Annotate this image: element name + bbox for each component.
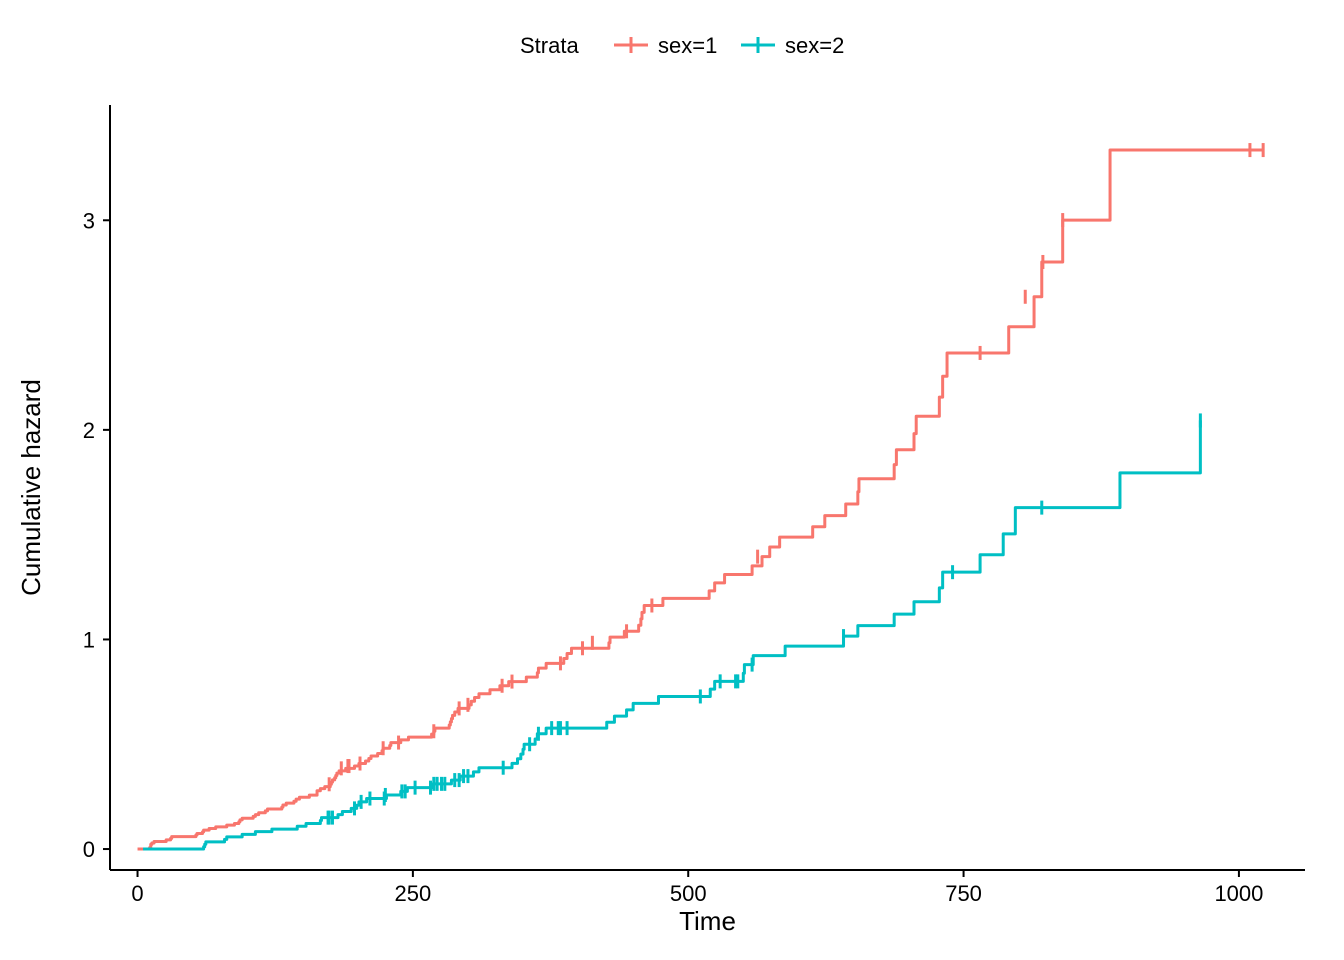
- y-tick-label: 3: [83, 208, 95, 233]
- cumulative-hazard-chart: 0 250 500 750 1000 0 1 2 3 Time Cumulative hazard S…: [0, 0, 1344, 960]
- x-axis-title: Time: [679, 906, 736, 936]
- y-tick-label: 1: [83, 627, 95, 652]
- chart-container: 0 250 500 750 1000 0 1 2 3 Time Cumulative hazard S…: [0, 0, 1344, 960]
- x-tick-label: 0: [131, 881, 143, 906]
- x-tick-label: 1000: [1214, 881, 1263, 906]
- legend-item-label: sex=2: [785, 33, 844, 58]
- legend-item-label: sex=1: [658, 33, 717, 58]
- y-tick-label: 2: [83, 418, 95, 443]
- legend-title: Strata: [520, 33, 579, 58]
- y-axis-title: Cumulative hazard: [16, 379, 46, 596]
- x-tick-label: 250: [395, 881, 432, 906]
- chart-background: [0, 0, 1344, 960]
- x-tick-label: 500: [670, 881, 707, 906]
- x-tick-label: 750: [945, 881, 982, 906]
- y-tick-label: 0: [83, 837, 95, 862]
